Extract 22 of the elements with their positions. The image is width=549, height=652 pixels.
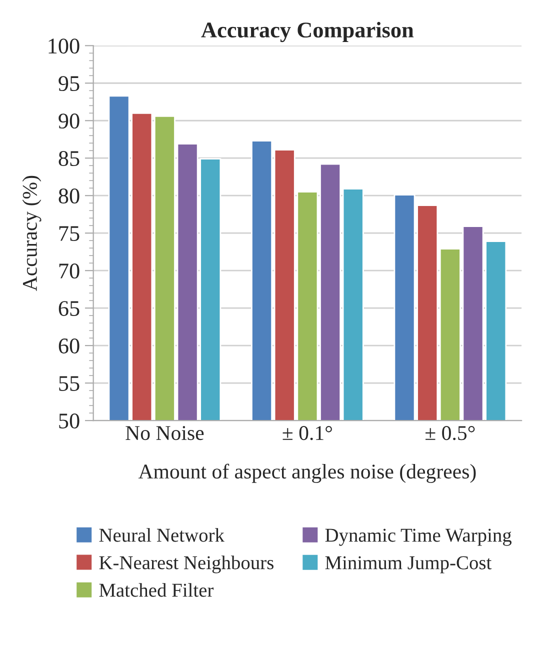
y-tick-label: 60 (58, 338, 80, 354)
y-tick-label: 80 (58, 188, 80, 204)
y-tick-label: 95 (58, 76, 80, 92)
legend-label: Minimum Jump-Cost (325, 556, 492, 574)
x-tick-label: ± 0.1° (282, 426, 332, 440)
x-tick-label: ± 0.5° (426, 426, 475, 440)
y-tick-label: 55 (59, 376, 80, 391)
y-tick-label: 85 (58, 151, 80, 166)
x-tick-label: No Noise (126, 426, 204, 440)
y-tick-label: 70 (59, 264, 80, 279)
legend-label: Neural Network (99, 528, 224, 542)
y-tick-label: 65 (58, 301, 80, 316)
legend-label: Dynamic Time Warping (325, 528, 512, 546)
y-tick-label: 100 (48, 38, 80, 54)
y-tick-label: 90 (58, 114, 80, 129)
y-axis-title: Accuracy (%) (22, 176, 42, 292)
x-axis-title: Amount of aspect angles noise (degrees) (138, 464, 476, 483)
legend-label: K-Nearest Neighbours (99, 556, 274, 574)
y-tick-label: 75 (59, 226, 80, 242)
legend-label: Matched Filter (99, 583, 214, 597)
chart-title: Accuracy Comparison (201, 22, 414, 42)
y-tick-label: 50 (59, 413, 80, 428)
